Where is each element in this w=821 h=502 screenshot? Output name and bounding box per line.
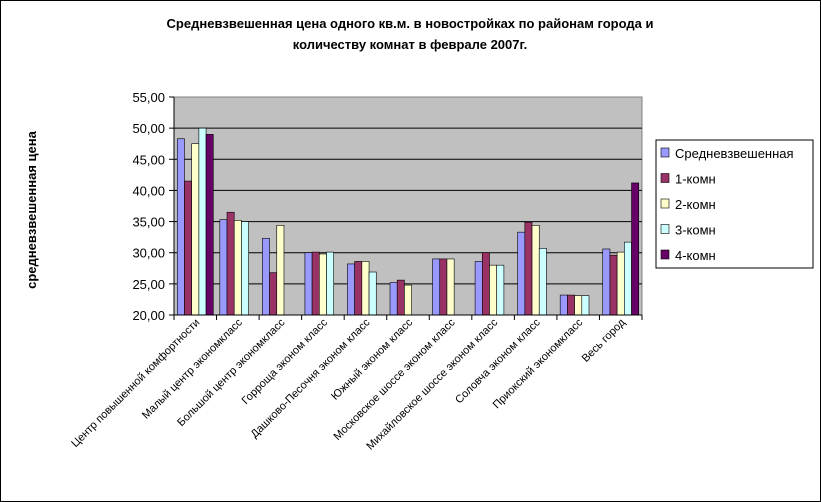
bar	[489, 264, 497, 316]
x-tick-label: Горроща эконом класс	[240, 316, 331, 407]
bar	[538, 248, 547, 316]
bar	[198, 127, 207, 316]
bar	[602, 248, 611, 316]
legend-swatch	[660, 249, 670, 260]
bar	[624, 241, 632, 316]
x-tick-label: Приокский экономкласс	[491, 316, 586, 411]
bar	[446, 258, 455, 316]
bar	[404, 284, 412, 316]
bar	[276, 225, 285, 316]
bar	[361, 261, 370, 316]
plot-background	[173, 96, 643, 316]
bar	[184, 180, 192, 316]
legend-label: 2-комн	[675, 197, 716, 212]
y-tick-label: 25,00	[132, 277, 165, 292]
plot-area: 20,00 25,00 30,00 35,00 40,00 45,00 50,00 55,00…	[69, 90, 643, 452]
x-tick-label: Весь город	[580, 316, 629, 365]
y-tick-label: 30,00	[132, 246, 165, 261]
x-tick-label: Южный эконом класс	[329, 316, 415, 402]
bar	[581, 295, 590, 316]
bar	[396, 279, 405, 316]
chart-title-line-2: количеству комнат в феврале 2007г.	[293, 37, 527, 52]
bar	[269, 272, 278, 316]
bar	[233, 220, 242, 316]
legend-swatch	[660, 224, 670, 234]
bar	[559, 294, 568, 316]
bar	[311, 251, 320, 316]
bar	[524, 221, 533, 316]
bar	[481, 252, 490, 316]
legend-swatch	[660, 198, 670, 209]
bar	[347, 263, 355, 316]
y-tick-label: 45,00	[132, 152, 165, 167]
legend-swatch	[660, 173, 670, 183]
y-tick-label: 50,00	[132, 121, 165, 136]
legend-label: 3-комн	[675, 223, 716, 238]
bar	[176, 138, 185, 316]
chart-title-line-1: Средневзвешенная цена одного кв.м. в нов…	[167, 16, 654, 31]
legend-label: Средневзвешенная	[675, 146, 794, 161]
bar	[631, 182, 640, 316]
bar	[609, 254, 618, 316]
bar	[432, 258, 441, 316]
bar	[205, 134, 214, 316]
legend-box	[655, 139, 814, 269]
bar	[304, 252, 313, 316]
bar	[517, 231, 526, 316]
bar	[368, 271, 377, 316]
bar	[439, 258, 448, 316]
y-tick-label: 35,00	[132, 215, 165, 230]
bar	[496, 264, 505, 316]
bar	[219, 219, 228, 316]
bar	[191, 143, 200, 316]
bar	[574, 295, 583, 316]
bar	[474, 261, 483, 316]
x-tick-label: Соловча эконом класс	[453, 316, 543, 406]
legend: Средневзвешенная 1-комн 2-комн 3-комн 4-комн	[655, 139, 814, 269]
bar	[567, 294, 575, 316]
legend-label: 4-комн	[675, 248, 716, 263]
y-tick-label: 20,00	[132, 308, 165, 323]
y-tick-label: 55,00	[132, 90, 165, 105]
bar	[241, 221, 249, 316]
bar	[354, 261, 363, 316]
y-axis-label: средневзвешенная цена	[24, 130, 39, 289]
y-tick-label: 40,00	[132, 183, 165, 198]
bar	[389, 282, 398, 316]
legend-swatch	[660, 147, 670, 158]
bar	[319, 253, 327, 316]
bar	[531, 225, 540, 316]
bar	[616, 251, 625, 316]
bar	[262, 238, 270, 316]
bar	[326, 251, 335, 316]
legend-label: 1-комн	[675, 172, 716, 187]
bar	[226, 211, 235, 316]
